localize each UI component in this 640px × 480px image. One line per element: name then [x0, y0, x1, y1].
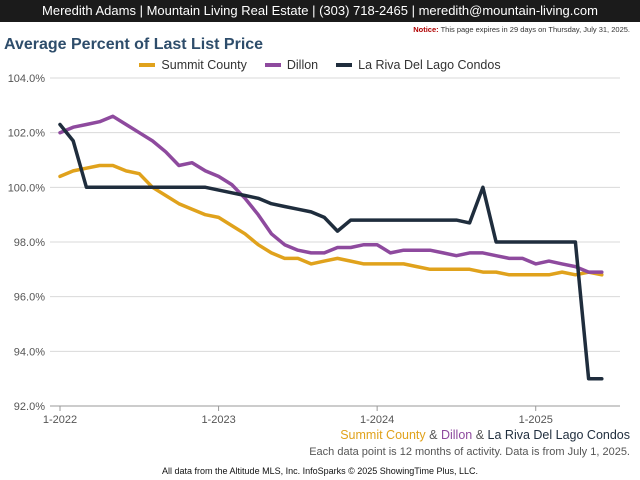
legend-item-dillon[interactable]: Dillon — [264, 58, 319, 72]
notice-label: Notice: — [413, 25, 439, 34]
series-caption: Summit County & Dillon & La Riva Del Lag… — [340, 428, 630, 442]
series-line-dillon — [58, 114, 604, 274]
caption-series-dillon: Dillon — [440, 428, 473, 442]
y-tick-label: 92.0% — [14, 401, 45, 413]
legend-swatch-dillon — [264, 63, 281, 67]
legend-swatch-la-riva — [336, 63, 353, 67]
data-source-note: Each data point is 12 months of activity… — [309, 446, 630, 458]
x-tick-label: 1-2025 — [519, 414, 553, 426]
chart-legend: Summit County Dillon La Riva Del Lago Co… — [0, 58, 640, 72]
company-name: Mountain Living Real Estate — [146, 3, 309, 18]
legend-item-summit-county[interactable]: Summit County — [139, 58, 247, 72]
phone-number[interactable]: (303) 718-2465 — [319, 3, 408, 18]
legend-item-la-riva[interactable]: La Riva Del Lago Condos — [336, 58, 501, 72]
y-tick-label: 104.0% — [8, 73, 46, 85]
caption-series-summit-county: Summit County — [340, 428, 426, 442]
y-tick-label: 102.0% — [8, 128, 46, 140]
caption-series-la-riva: La Riva Del Lago Condos — [487, 428, 630, 442]
series-line-la-riva-del-lago-condos — [58, 122, 604, 381]
y-tick-label: 94.0% — [14, 346, 45, 358]
legend-label-la-riva: La Riva Del Lago Condos — [358, 58, 501, 72]
chart-title: Average Percent of Last List Price — [4, 36, 264, 53]
caption-joiner-1: & — [429, 428, 438, 442]
x-tick-label: 1-2023 — [201, 414, 235, 426]
notice-text: This page expires in 29 days on Thursday… — [440, 25, 630, 34]
series-line-summit-county — [58, 163, 604, 277]
x-tick-label: 1-2024 — [360, 414, 394, 426]
expiry-notice: Notice: This page expires in 29 days on … — [413, 25, 630, 34]
caption-joiner-2: & — [475, 428, 485, 442]
y-tick-label: 98.0% — [14, 237, 45, 249]
x-tick-label: 1-2022 — [43, 414, 77, 426]
y-tick-label: 100.0% — [8, 182, 46, 194]
email-address[interactable]: meredith@mountain-living.com — [418, 3, 598, 18]
agent-header-bar: Meredith Adams | Mountain Living Real Es… — [0, 0, 640, 22]
agent-name: Meredith Adams — [42, 3, 136, 18]
legend-swatch-summit-county — [139, 63, 156, 67]
footer-credit: All data from the Altitude MLS, Inc. Inf… — [162, 466, 478, 476]
legend-label-dillon: Dillon — [286, 58, 319, 72]
legend-label-summit-county: Summit County — [161, 58, 247, 72]
y-tick-label: 96.0% — [14, 292, 45, 304]
